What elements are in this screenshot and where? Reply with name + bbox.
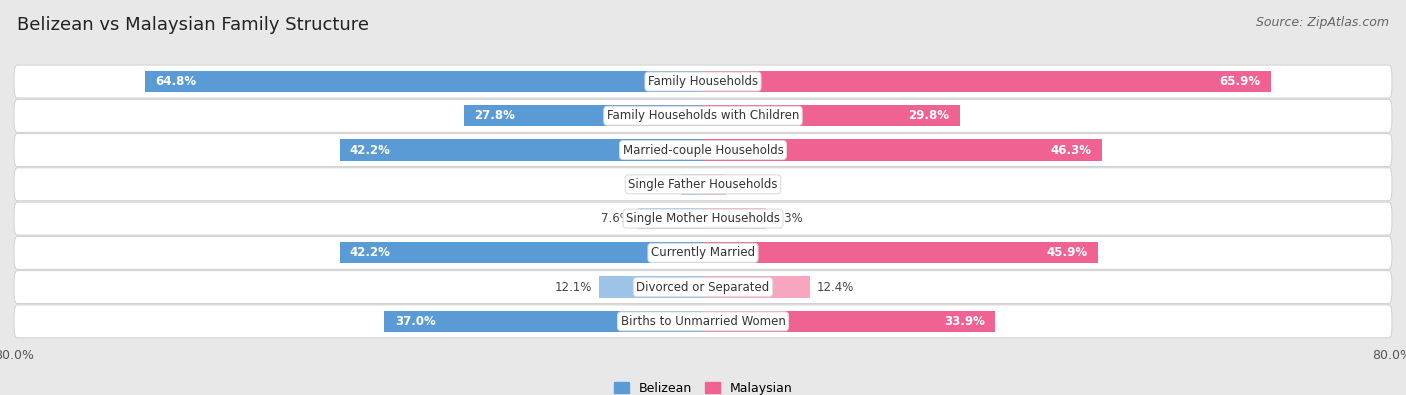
- FancyBboxPatch shape: [14, 305, 1392, 338]
- Bar: [340, 139, 703, 161]
- Bar: [703, 276, 810, 298]
- Text: 27.8%: 27.8%: [474, 109, 515, 122]
- Text: 12.1%: 12.1%: [554, 280, 592, 293]
- Legend: Belizean, Malaysian: Belizean, Malaysian: [609, 377, 797, 395]
- Text: Single Mother Households: Single Mother Households: [626, 212, 780, 225]
- Text: 45.9%: 45.9%: [1047, 246, 1088, 260]
- Text: Single Father Households: Single Father Households: [628, 178, 778, 191]
- Text: Births to Unmarried Women: Births to Unmarried Women: [620, 315, 786, 328]
- Text: 64.8%: 64.8%: [155, 75, 197, 88]
- Bar: [599, 276, 703, 298]
- Bar: [464, 105, 703, 126]
- Bar: [703, 71, 1271, 92]
- Text: Family Households: Family Households: [648, 75, 758, 88]
- Bar: [681, 174, 703, 195]
- Bar: [703, 174, 727, 195]
- Text: Family Households with Children: Family Households with Children: [607, 109, 799, 122]
- Bar: [703, 139, 1102, 161]
- Bar: [703, 208, 766, 229]
- Bar: [145, 71, 703, 92]
- Text: 12.4%: 12.4%: [817, 280, 853, 293]
- FancyBboxPatch shape: [14, 202, 1392, 235]
- Bar: [637, 208, 703, 229]
- Bar: [703, 105, 960, 126]
- FancyBboxPatch shape: [14, 99, 1392, 132]
- Text: 29.8%: 29.8%: [908, 109, 949, 122]
- FancyBboxPatch shape: [14, 65, 1392, 98]
- Text: 7.3%: 7.3%: [773, 212, 803, 225]
- Text: Currently Married: Currently Married: [651, 246, 755, 260]
- Bar: [384, 311, 703, 332]
- Text: 2.7%: 2.7%: [733, 178, 763, 191]
- Text: 65.9%: 65.9%: [1219, 75, 1260, 88]
- Bar: [703, 311, 995, 332]
- FancyBboxPatch shape: [14, 271, 1392, 304]
- Text: Divorced or Separated: Divorced or Separated: [637, 280, 769, 293]
- FancyBboxPatch shape: [14, 168, 1392, 201]
- Text: Source: ZipAtlas.com: Source: ZipAtlas.com: [1256, 16, 1389, 29]
- Bar: [340, 242, 703, 263]
- FancyBboxPatch shape: [14, 134, 1392, 167]
- Text: 2.6%: 2.6%: [644, 178, 673, 191]
- Bar: [703, 242, 1098, 263]
- Text: Married-couple Households: Married-couple Households: [623, 143, 783, 156]
- Text: 7.6%: 7.6%: [600, 212, 631, 225]
- Text: 46.3%: 46.3%: [1050, 143, 1091, 156]
- Text: 33.9%: 33.9%: [943, 315, 984, 328]
- Text: 42.2%: 42.2%: [350, 143, 391, 156]
- Text: Belizean vs Malaysian Family Structure: Belizean vs Malaysian Family Structure: [17, 16, 368, 34]
- FancyBboxPatch shape: [14, 236, 1392, 269]
- Text: 37.0%: 37.0%: [395, 315, 436, 328]
- Text: 42.2%: 42.2%: [350, 246, 391, 260]
